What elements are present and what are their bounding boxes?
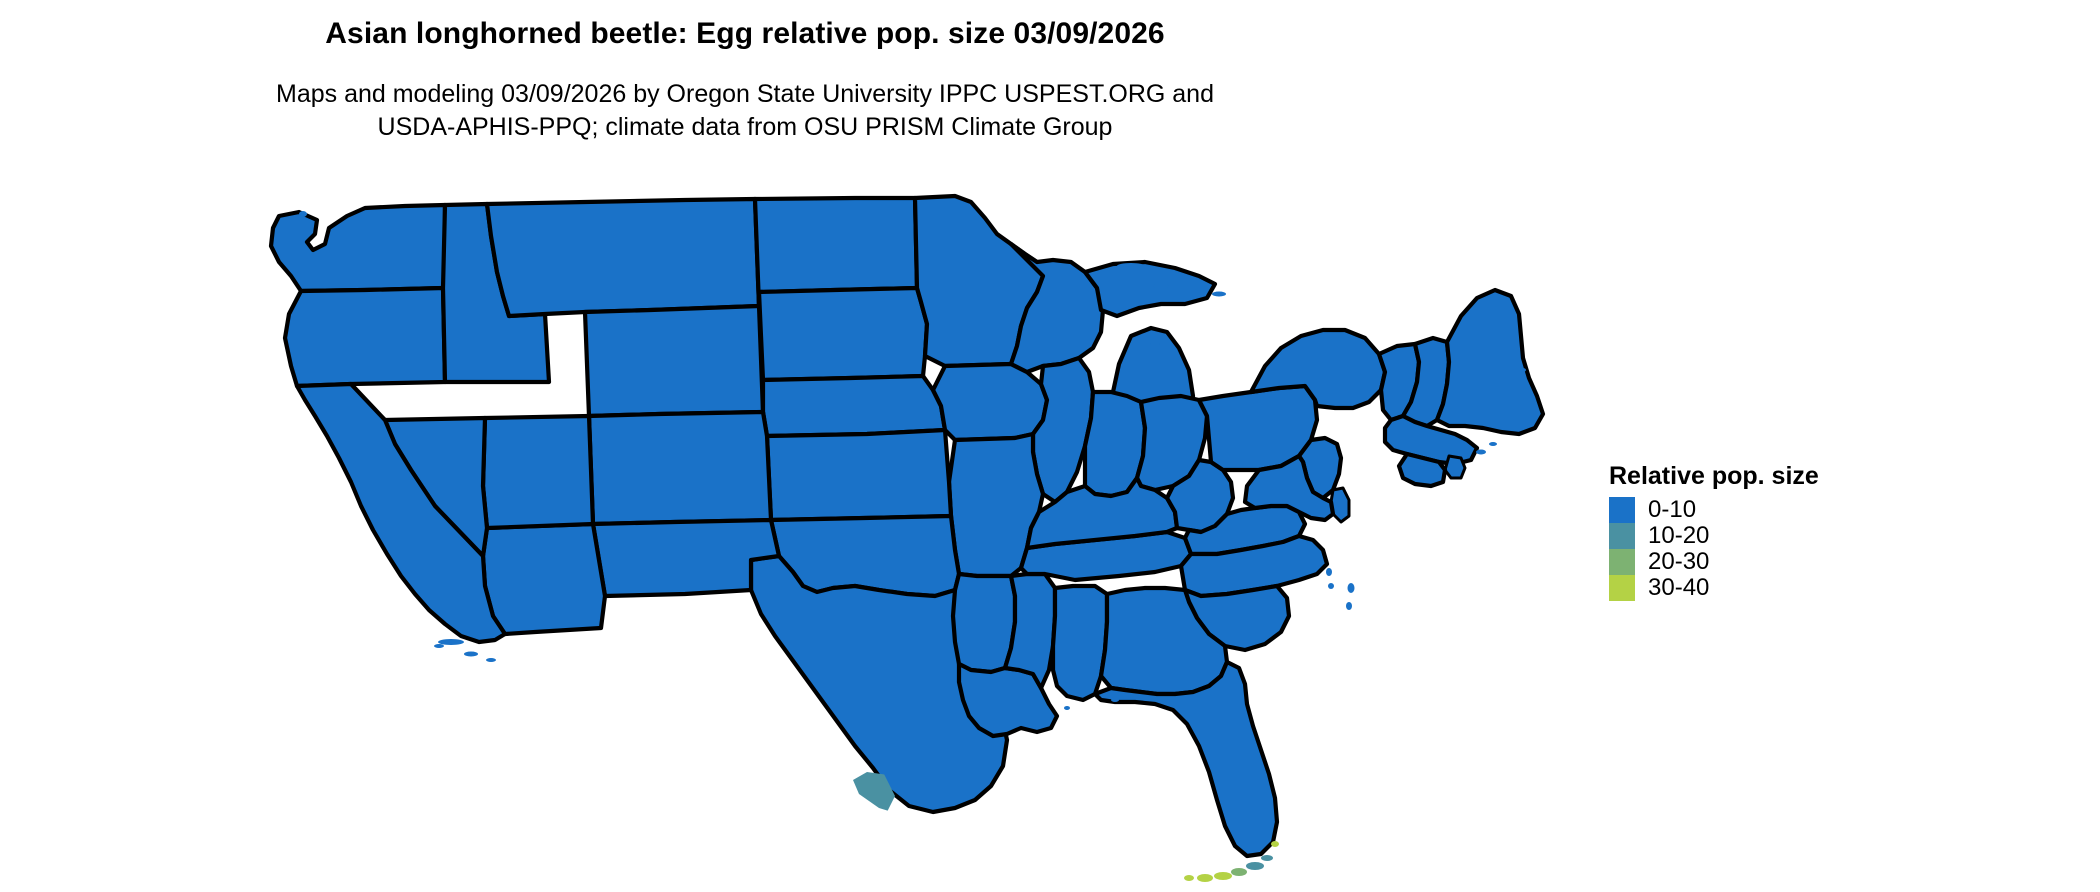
legend-row[interactable]: 10-20 <box>1609 523 2009 549</box>
state-michigan-up[interactable] <box>1082 259 1218 319</box>
state-florida[interactable] <box>1092 659 1280 859</box>
legend-label: 10-20 <box>1648 522 1710 549</box>
legend-swatch-icon <box>1609 497 1635 523</box>
state-new-mexico[interactable] <box>590 517 782 599</box>
legend-label: 0-10 <box>1648 496 1697 523</box>
channel-islands <box>434 639 496 662</box>
us-map-svg <box>268 193 1546 882</box>
legend-title: Relative pop. size <box>1609 462 1819 490</box>
page-title: Asian longhorned beetle: Egg relative po… <box>325 17 1165 50</box>
state-oregon[interactable] <box>282 285 448 389</box>
lake-islets <box>1117 263 1226 346</box>
state-massachusetts[interactable] <box>1382 413 1480 467</box>
state-california[interactable] <box>294 381 508 645</box>
state-nebraska[interactable] <box>760 373 948 439</box>
legend-row[interactable]: 0-10 <box>1609 497 2009 523</box>
state-kansas[interactable] <box>764 427 954 523</box>
subtitle-line-2: USDA-APHIS-PPQ; climate data from OSU PR… <box>377 113 1113 141</box>
legend-swatch-icon <box>1609 575 1635 601</box>
puget-sound-islets <box>299 211 314 226</box>
legend-label: 30-40 <box>1648 574 1710 601</box>
legend-items: 0-10 10-20 20-30 30-40 <box>1609 497 2009 601</box>
hotspot-south-texas <box>853 772 895 816</box>
state-maine[interactable] <box>1434 287 1546 437</box>
state-rhode-island[interactable] <box>1443 454 1467 480</box>
florida-keys <box>1184 841 1279 882</box>
coastal-fringe <box>1064 568 1334 710</box>
legend-row[interactable]: 20-30 <box>1609 549 2009 575</box>
state-kentucky[interactable] <box>1024 475 1180 551</box>
state-alabama[interactable] <box>1050 583 1110 703</box>
state-iowa[interactable] <box>930 361 1050 443</box>
subtitle-line-1: Maps and modeling 03/09/2026 by Oregon S… <box>276 80 1214 108</box>
state-mississippi[interactable] <box>1002 571 1058 691</box>
state-south-dakota[interactable] <box>756 285 930 383</box>
state-wyoming[interactable] <box>582 303 766 419</box>
state-delaware[interactable] <box>1329 486 1351 524</box>
state-utah[interactable] <box>480 413 596 531</box>
state-polygons <box>268 193 1546 859</box>
legend-label: 20-30 <box>1648 548 1710 575</box>
state-maryland[interactable] <box>1242 453 1336 523</box>
subtitle-block: Maps and modeling 03/09/2026 by Oregon S… <box>0 78 1490 144</box>
state-arizona[interactable] <box>480 521 608 637</box>
state-connecticut[interactable] <box>1396 451 1448 489</box>
state-arkansas[interactable] <box>950 571 1018 675</box>
coastal-islets <box>1346 368 1526 610</box>
title-block: Asian longhorned beetle: Egg relative po… <box>0 16 1490 52</box>
us-choropleth-map <box>255 176 1605 892</box>
legend-row[interactable]: 30-40 <box>1609 575 2009 601</box>
legend: Relative pop. size 0-10 10-20 20-30 30-4… <box>1609 462 2009 601</box>
state-texas[interactable] <box>748 553 1010 815</box>
legend-swatch-icon <box>1609 549 1635 575</box>
state-washington[interactable] <box>268 202 448 294</box>
legend-swatch-icon <box>1609 523 1635 549</box>
state-colorado[interactable] <box>586 409 774 527</box>
state-montana[interactable] <box>484 196 762 319</box>
